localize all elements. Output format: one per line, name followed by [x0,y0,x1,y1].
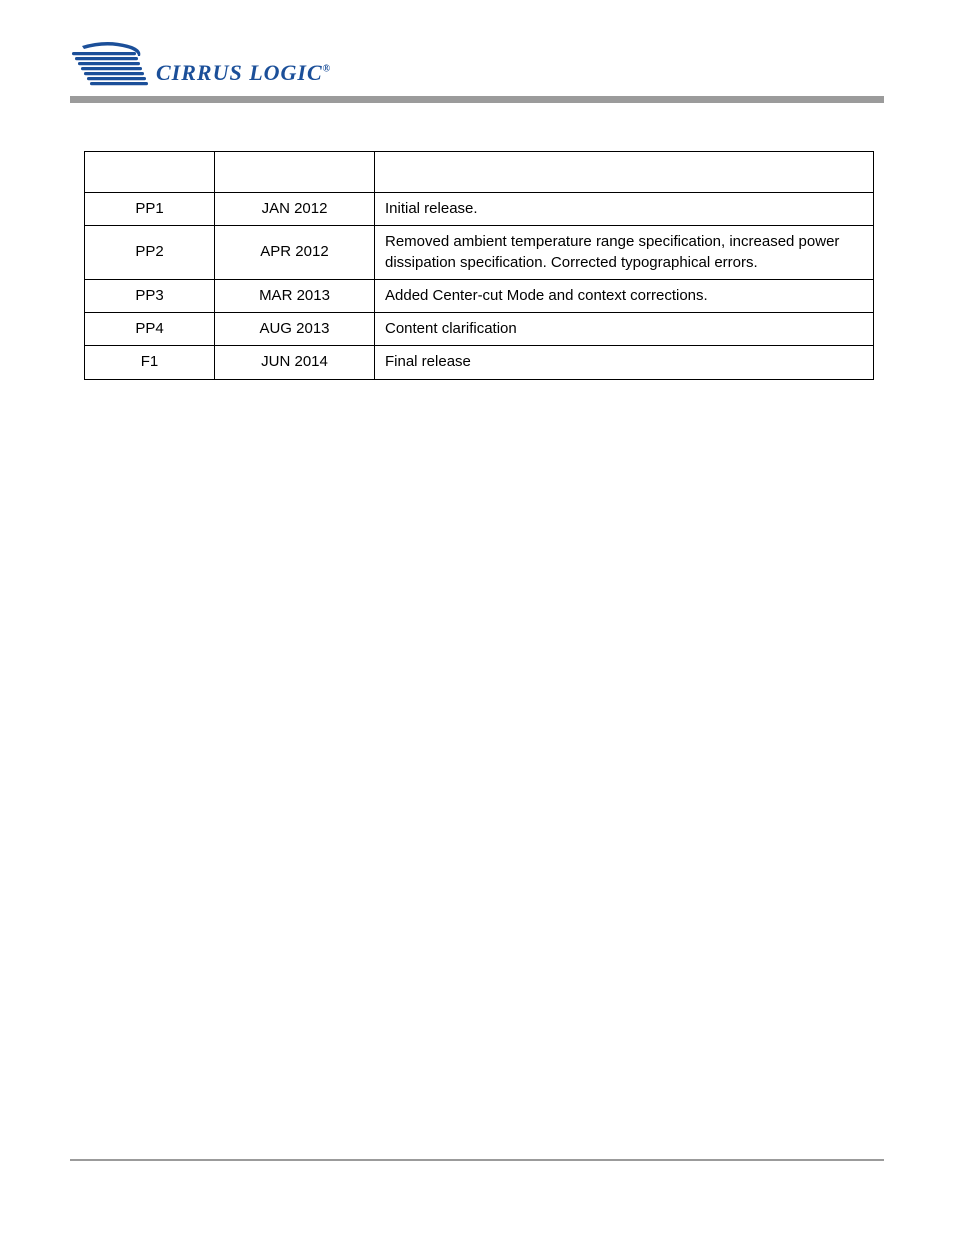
table-row: F1 JUN 2014 Final release [85,346,874,379]
cell-date: JAN 2012 [215,193,375,226]
brand-name: CIRRUS LOGIC® [156,60,331,86]
cell-rev: PP4 [85,313,215,346]
table-row: PP2 APR 2012 Removed ambient temperature… [85,226,874,280]
cell-rev: PP2 [85,226,215,280]
document-page: CIRRUS LOGIC® PP1 JAN 2012 Initial relea… [0,0,954,1235]
table-row: PP1 JAN 2012 Initial release. [85,193,874,226]
cell-desc: Initial release. [375,193,874,226]
cell-rev: F1 [85,346,215,379]
registered-mark: ® [323,64,331,75]
col-header-desc [375,152,874,193]
table-row: PP3 MAR 2013 Added Center-cut Mode and c… [85,279,874,312]
brand-name-text: CIRRUS LOGIC [156,60,323,85]
cell-date: APR 2012 [215,226,375,280]
revision-history-table: PP1 JAN 2012 Initial release. PP2 APR 20… [84,151,874,380]
cell-date: AUG 2013 [215,313,375,346]
cell-desc: Final release [375,346,874,379]
table-row: PP4 AUG 2013 Content clarification [85,313,874,346]
cell-rev: PP1 [85,193,215,226]
page-header: CIRRUS LOGIC® [70,40,884,88]
col-header-rev [85,152,215,193]
table-header [85,152,874,193]
cell-date: JUN 2014 [215,346,375,379]
cirrus-swoosh-icon [70,40,150,88]
table-body: PP1 JAN 2012 Initial release. PP2 APR 20… [85,193,874,380]
header-divider [70,96,884,103]
table-header-row [85,152,874,193]
cell-desc: Content clarification [375,313,874,346]
cell-desc: Added Center-cut Mode and context correc… [375,279,874,312]
brand-logo: CIRRUS LOGIC® [70,40,331,88]
cell-date: MAR 2013 [215,279,375,312]
cell-desc: Removed ambient temperature range specif… [375,226,874,280]
cell-rev: PP3 [85,279,215,312]
col-header-date [215,152,375,193]
footer-divider [70,1159,884,1161]
